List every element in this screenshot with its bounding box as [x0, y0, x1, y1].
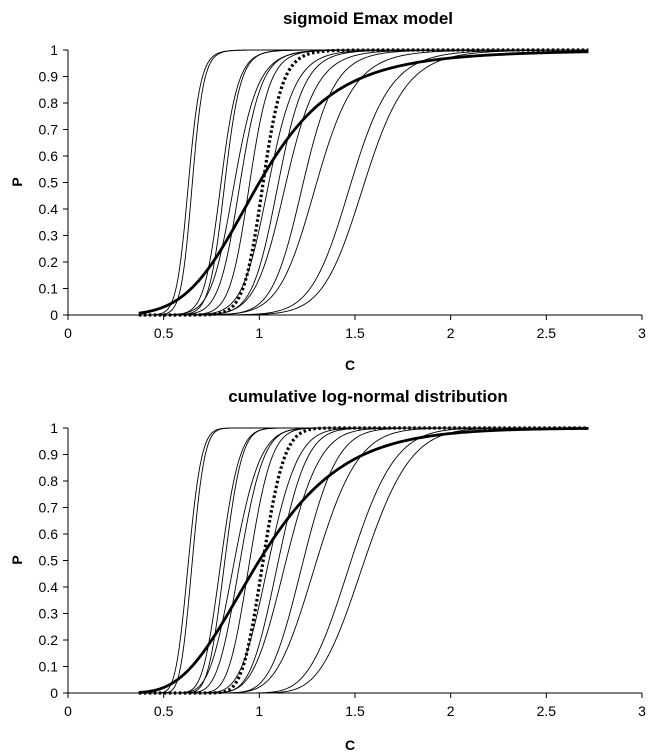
y-tick-label: 0.7	[39, 122, 59, 138]
y-tick-label: 0	[50, 307, 58, 323]
series-line-thin	[138, 49, 589, 316]
series-line-thin	[138, 49, 589, 316]
series-line-thin	[138, 427, 589, 694]
series-line-thick	[138, 427, 589, 694]
x-tick-label: 0	[64, 325, 72, 341]
y-tick-label: 0.2	[39, 254, 59, 270]
y-tick-label: 0.8	[39, 95, 59, 111]
y-tick-label: 0.9	[39, 447, 59, 463]
series-line-thin	[138, 49, 589, 316]
series-line-thin	[138, 49, 589, 316]
x-tick-label: 1.5	[345, 703, 365, 719]
x-tick-label: 3	[638, 703, 646, 719]
y-tick-label: 0.9	[39, 69, 59, 85]
chart-sigmoid-emax: sigmoid Emax model C P 0 0.5 1 1.5 2 2.5 3 0 0.1…	[9, 9, 646, 373]
chart-title: cumulative log-normal distribution	[228, 387, 508, 406]
y-tick-label: 1	[50, 420, 58, 436]
y-tick-label: 0.5	[39, 553, 59, 569]
series-line-thin	[138, 427, 589, 694]
series-line-thin	[138, 427, 589, 694]
y-tick-label: 0.5	[39, 175, 59, 191]
x-axis-label: C	[345, 357, 355, 373]
y-axis-label: P	[9, 555, 25, 564]
y-axis-label: P	[9, 177, 25, 186]
series-line-thin	[138, 427, 589, 694]
y-tick-label: 0.4	[39, 579, 59, 595]
chart-panel-lognormal: cumulative log-normal distribution C P 0…	[0, 378, 648, 756]
y-tick-label: 0.6	[39, 148, 59, 164]
series-line-thin	[138, 49, 589, 316]
series-line-thin	[138, 427, 589, 694]
y-tick-label: 0.3	[39, 228, 59, 244]
series-line-thin	[138, 427, 589, 694]
y-tick-label: 0.6	[39, 526, 59, 542]
x-tick-label: 1	[255, 325, 263, 341]
y-tick-label: 0.3	[39, 606, 59, 622]
x-tick-label: 0.5	[154, 325, 174, 341]
series-line-thin	[138, 427, 589, 694]
x-tick-label: 2	[447, 703, 455, 719]
x-axis-label: C	[345, 737, 355, 753]
series-line-thin	[138, 427, 589, 694]
x-tick-label: 3	[638, 325, 646, 341]
x-tick-label: 1.5	[345, 325, 365, 341]
series-line-thin	[138, 49, 589, 316]
y-tick-label: 0.4	[39, 201, 59, 217]
chart-cumulative-lognormal: cumulative log-normal distribution C P 0…	[9, 387, 646, 753]
series-line-thin	[138, 427, 589, 694]
series-line-thick	[138, 50, 589, 315]
x-tick-label: 2.5	[537, 703, 557, 719]
y-tick-label: 0.7	[39, 500, 59, 516]
y-tick-label: 0.1	[39, 281, 59, 297]
series-line-thin	[138, 427, 589, 694]
series-line-thin	[138, 49, 589, 316]
series-line-thin	[138, 49, 589, 316]
x-tick-label: 2.5	[537, 325, 557, 341]
y-tick-label: 0.1	[39, 659, 59, 675]
series-line-thin	[138, 427, 589, 694]
series-line-thin	[138, 427, 589, 694]
y-tick-label: 0.8	[39, 473, 59, 489]
y-tick-label: 0.2	[39, 632, 59, 648]
series-line-thin	[138, 427, 589, 694]
series-line-dotted	[138, 48, 589, 317]
x-tick-label: 0	[64, 703, 72, 719]
series-line-thin	[138, 49, 589, 316]
x-tick-label: 0.5	[154, 703, 174, 719]
y-tick-label: 0	[50, 685, 58, 701]
series-line-thin	[138, 49, 589, 316]
x-tick-label: 2	[447, 325, 455, 341]
series-line-thin	[138, 49, 589, 316]
x-tick-label: 1	[255, 703, 263, 719]
series-line-thin	[138, 49, 589, 316]
series-line-dotted	[138, 426, 589, 695]
series-line-thin	[138, 49, 589, 316]
chart-title: sigmoid Emax model	[283, 9, 453, 28]
series-line-thin	[138, 427, 589, 694]
chart-panel-sigmoid: sigmoid Emax model C P 0 0.5 1 1.5 2 2.5 3 0 0.1…	[9, 9, 646, 373]
series-line-thin	[138, 49, 589, 316]
y-tick-label: 1	[50, 42, 58, 58]
